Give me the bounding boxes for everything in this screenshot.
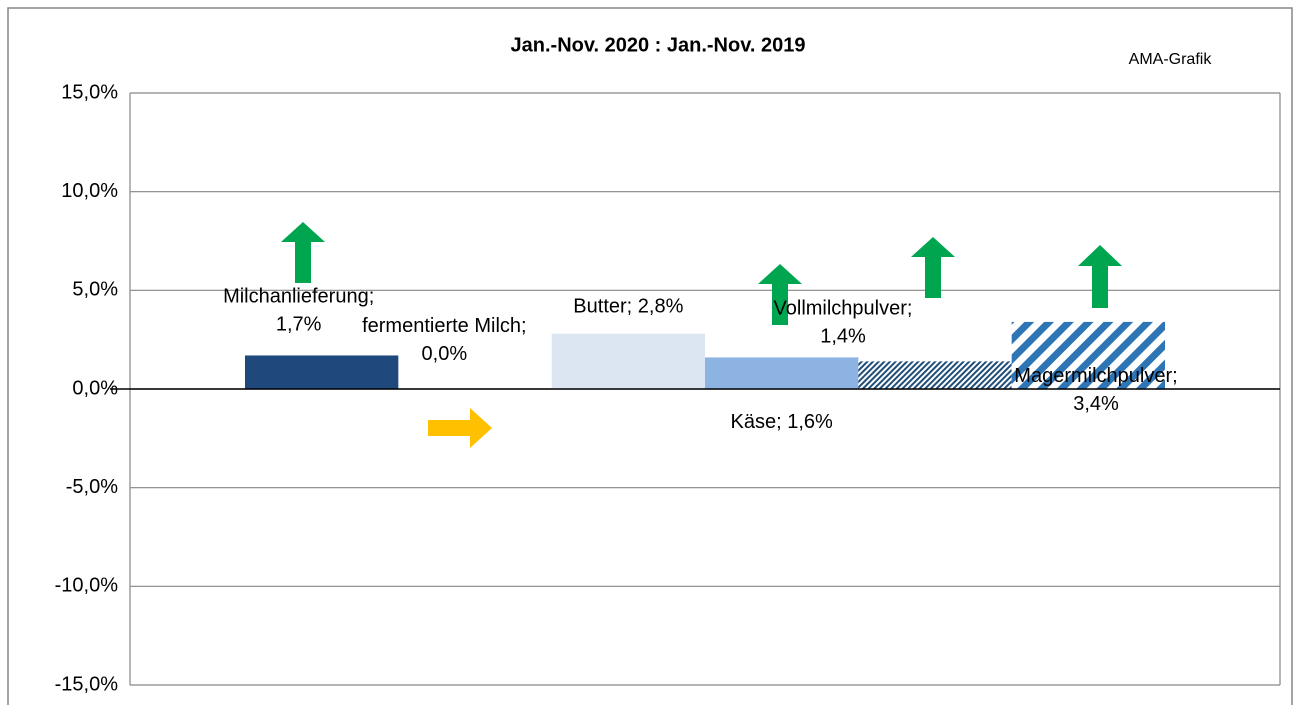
y-tick-label: 10,0%	[61, 180, 118, 202]
frame	[7, 7, 1293, 705]
y-tick-label: -15,0%	[55, 673, 119, 695]
data-label: Magermilchpulver; 3,4%	[1014, 365, 1177, 415]
bar	[858, 361, 1012, 389]
bar	[1011, 321, 1165, 389]
y-tick-label: -10,0%	[55, 575, 119, 597]
data-label: fermentierte Milch; 0,0%	[362, 315, 527, 365]
bar	[551, 333, 705, 389]
up-arrow	[758, 264, 802, 325]
data-label: Vollmilchpulver; 1,4%	[774, 298, 913, 348]
up-arrow	[1078, 245, 1122, 308]
up-arrow	[911, 237, 955, 298]
chart-title: Jan.-Nov. 2020 : Jan.-Nov. 2019	[511, 34, 806, 56]
data-label: Milchanlieferung; 1,7%	[223, 286, 374, 336]
y-tick-label: 5,0%	[72, 279, 118, 301]
y-tick-label: -5,0%	[66, 476, 118, 498]
data-label: Butter; 2,8%	[573, 296, 683, 318]
bar	[245, 355, 399, 389]
right-arrow	[428, 408, 492, 448]
data-label: Käse; 1,6%	[731, 411, 834, 433]
y-tick-label: 0,0%	[72, 377, 118, 399]
bar	[705, 357, 859, 389]
up-arrow	[281, 222, 325, 283]
y-tick-label: 15,0%	[61, 81, 118, 103]
annotation: AMA-Grafik	[1129, 51, 1213, 68]
trend-arrows	[281, 222, 1122, 448]
